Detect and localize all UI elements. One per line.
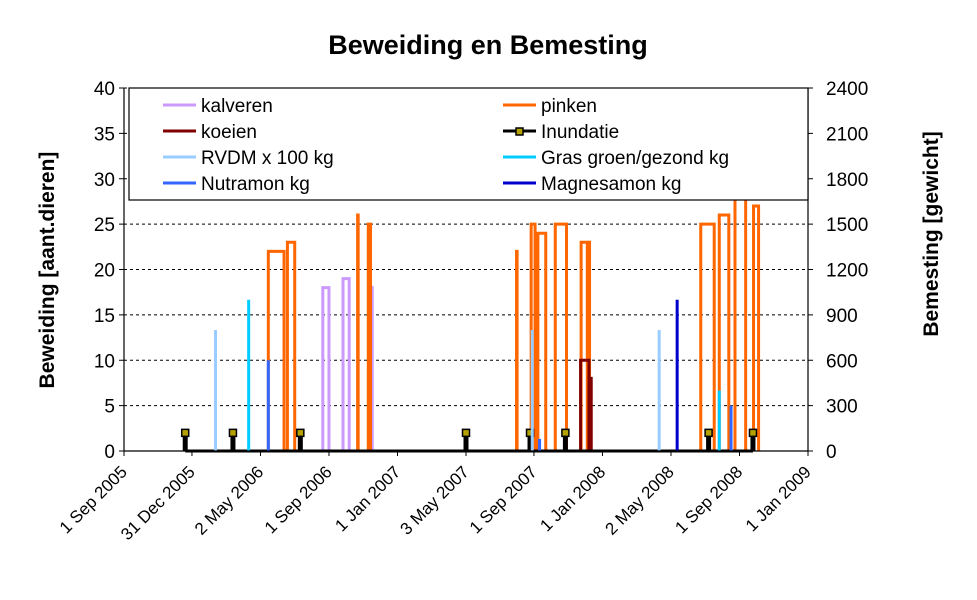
- pulse-bar: [515, 249, 519, 451]
- series-gras-groen-gezond-kg: [247, 299, 721, 451]
- inundatie-marker: [704, 428, 713, 438]
- x-tick-label: 2 May 2008: [602, 462, 678, 538]
- pulse-bar: [266, 249, 286, 451]
- y-tick-label: 25: [94, 215, 115, 236]
- x-tick-label: 1 Jan 2009: [742, 462, 815, 535]
- pulse-bar: [553, 222, 569, 451]
- pulse-bar: [733, 186, 748, 451]
- y-tick-label: 0: [104, 442, 115, 463]
- x-tick-label: 2 May 2006: [191, 462, 267, 538]
- legend-label: kalveren: [201, 96, 273, 117]
- legend-label: koeien: [201, 122, 257, 143]
- pulse-bar: [752, 204, 761, 451]
- series-layer: [180, 186, 761, 453]
- x-tick-label: 1 Sep 2005: [56, 462, 131, 537]
- x-tick-label: 1 Sep 2007: [466, 462, 541, 537]
- y2-tick-label: 300: [826, 397, 858, 418]
- legend-item: Gras groen/gezond kg: [503, 148, 729, 169]
- y-tick-label: 10: [94, 351, 115, 372]
- legend-label: RVDM x 100 kg: [201, 148, 334, 169]
- y-tick-label: 15: [94, 306, 115, 327]
- y-tick-label: 30: [94, 170, 115, 191]
- pulse-bar: [341, 277, 351, 451]
- pulse-bar: [579, 240, 589, 451]
- pulse-bar: [699, 222, 716, 451]
- y2-tick-label: 1200: [826, 261, 868, 282]
- x-tick-label: 1 Jan 2007: [331, 462, 404, 535]
- y2-tick-label: 2100: [826, 124, 868, 145]
- legend-item: Inundatie: [503, 122, 619, 143]
- pulse-bar: [366, 222, 373, 451]
- inundatie-marker: [180, 428, 190, 438]
- inundatie-marker: [296, 428, 305, 438]
- legend-label: Gras groen/gezond kg: [541, 148, 729, 169]
- legend-label: Magnesamon kg: [541, 174, 681, 195]
- y2-tick-label: 2400: [826, 79, 868, 100]
- legend-item: Nutramon kg: [163, 174, 310, 195]
- y-tick-label: 35: [94, 124, 115, 145]
- series-pinken: [266, 186, 761, 451]
- y2-tick-label: 0: [826, 442, 837, 463]
- legend-label: pinken: [541, 96, 597, 117]
- pulse-bar: [587, 376, 593, 451]
- inundatie-marker: [461, 428, 471, 438]
- inundatie-marker: [561, 428, 570, 438]
- legend-box: [128, 87, 809, 201]
- y-tick-label: 5: [104, 397, 115, 418]
- series-koeien: [579, 358, 593, 451]
- legend-label: Nutramon kg: [201, 174, 310, 195]
- pulse-bar: [536, 231, 548, 451]
- legend-label: Inundatie: [541, 122, 619, 143]
- legend-item: Magnesamon kg: [503, 174, 681, 195]
- legend-marker: [515, 127, 524, 136]
- legend-item: RVDM x 100 kg: [163, 148, 334, 169]
- y2-axis-label: Bemesting [gewicht]: [920, 131, 943, 336]
- chart-title: Beweiding en Bemesting: [328, 30, 648, 60]
- series-nutramon-kg: [266, 360, 733, 451]
- pulse-bar: [587, 240, 592, 451]
- x-tick-label: 3 May 2007: [397, 462, 473, 538]
- y-tick-label: 40: [94, 79, 115, 100]
- y2-tick-label: 1800: [826, 170, 868, 191]
- pulse-bar: [356, 213, 360, 451]
- inundatie-marker: [228, 428, 238, 438]
- legend: kalveren pinken koeien Inundatie RVDM x 100 …: [128, 87, 809, 201]
- pulse-bar: [321, 286, 331, 451]
- y2-tick-label: 900: [826, 306, 858, 327]
- y2-tick-label: 600: [826, 351, 858, 372]
- x-tick-label: 1 Jan 2008: [536, 462, 609, 535]
- inundatie-marker: [748, 428, 758, 438]
- legend-item: kalveren: [163, 96, 273, 117]
- pulse-bar: [717, 213, 731, 451]
- x-tick-label: 1 Sep 2006: [261, 462, 336, 537]
- x-tick-label: 1 Sep 2008: [671, 462, 746, 537]
- y-tick-label: 20: [94, 261, 115, 282]
- legend-item: koeien: [163, 122, 257, 143]
- pulse-bar: [285, 240, 297, 451]
- y-axis-label: Beweiding [aant.dieren]: [36, 152, 59, 389]
- series-rvdm-x-100-kg: [214, 330, 661, 451]
- y2-tick-label: 1500: [826, 215, 868, 236]
- legend-item: pinken: [503, 96, 597, 117]
- series-kalveren: [321, 277, 374, 451]
